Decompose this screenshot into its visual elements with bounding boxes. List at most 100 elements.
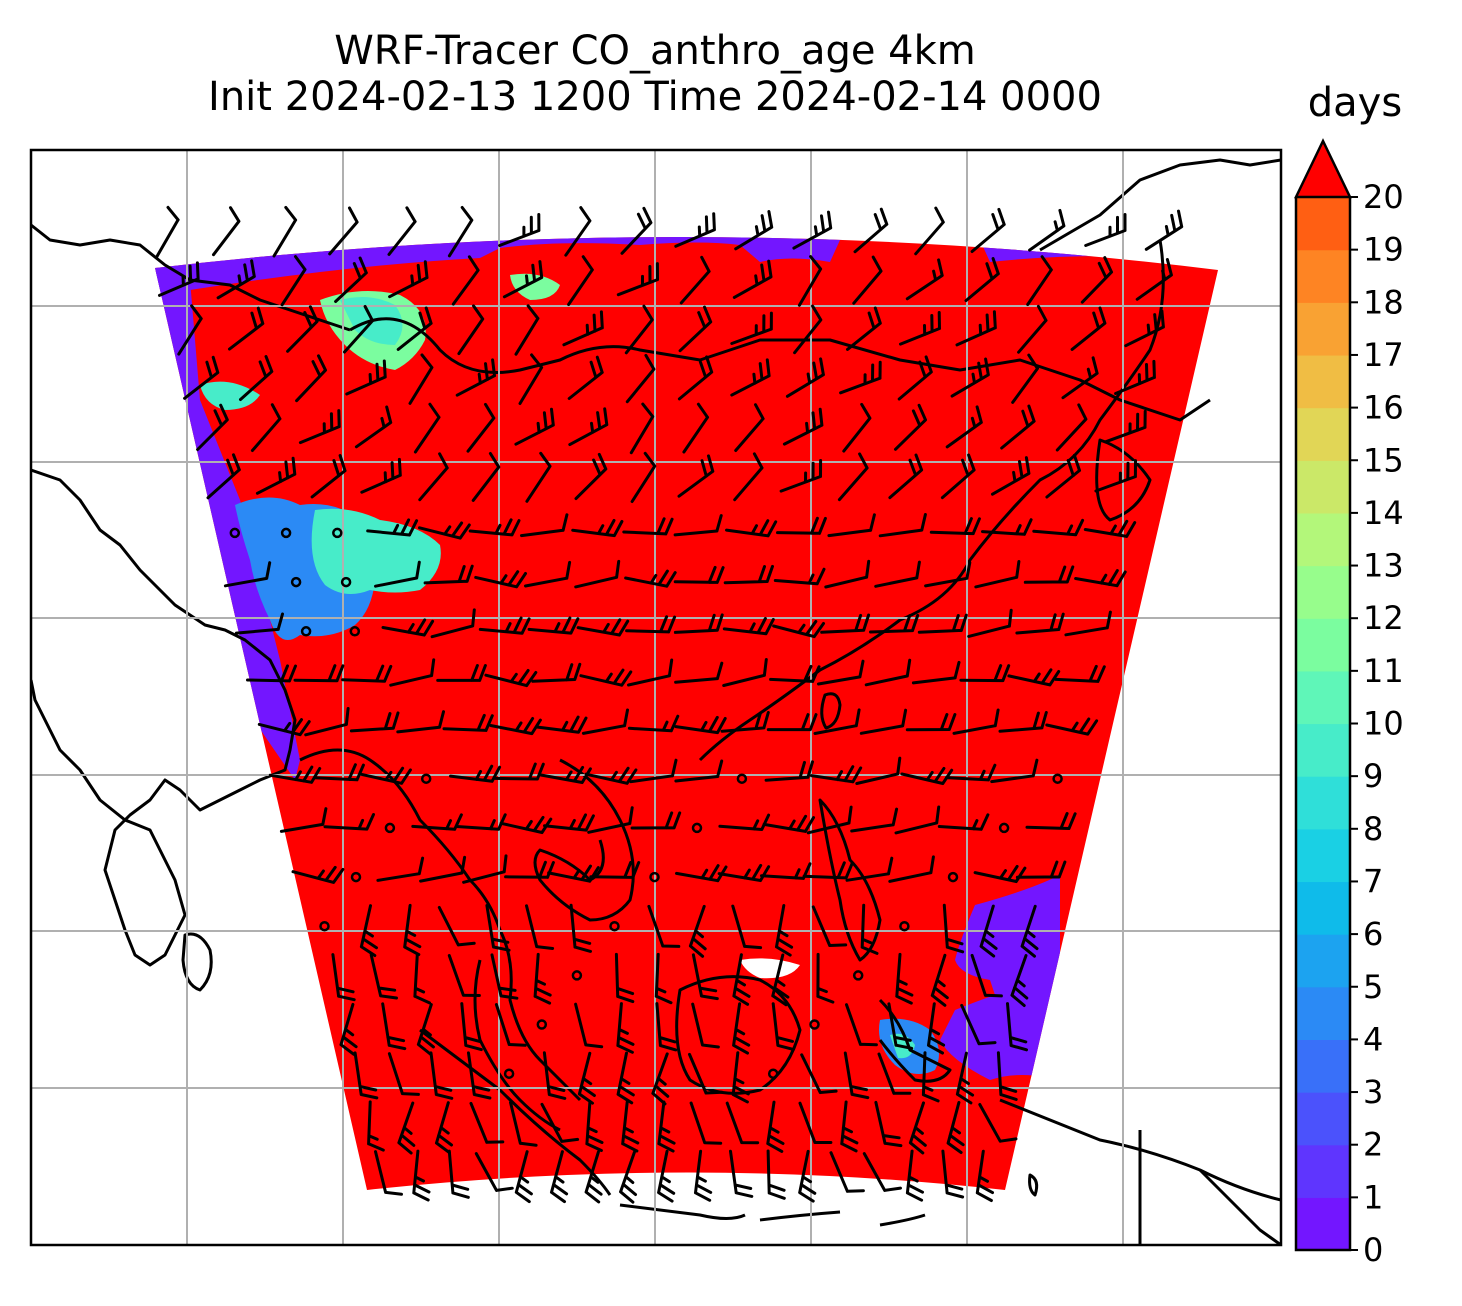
- calm-wind-circle: [350, 871, 362, 883]
- wind-barb: [837, 452, 869, 502]
- wind-barb: [451, 255, 480, 306]
- colorbar-tick-label: 17: [1363, 336, 1404, 374]
- wind-barb: [908, 1101, 927, 1155]
- wind-barb: [624, 304, 654, 355]
- wind-barb: [216, 259, 256, 300]
- colorbar-tick-label: 2: [1363, 1126, 1383, 1164]
- wind-barb: [304, 707, 350, 737]
- calm-wind-circle: [899, 920, 910, 932]
- wind-barb: [955, 1051, 975, 1105]
- wind-barb: [1028, 208, 1066, 252]
- wind-barb: [776, 516, 827, 535]
- wind-barb: [981, 518, 1033, 536]
- wind-barb: [408, 353, 434, 405]
- wind-barb: [654, 952, 673, 1005]
- wind-barb: [731, 1051, 750, 1104]
- wind-barb: [911, 660, 961, 685]
- wind-barb: [730, 358, 771, 397]
- wind-barb: [354, 405, 393, 449]
- wind-barbs: [155, 205, 1184, 1204]
- wind-barb: [183, 355, 220, 400]
- colorbar-tick-label: 7: [1363, 862, 1383, 900]
- wind-barb: [574, 452, 608, 501]
- calm-wind-circle: [280, 527, 292, 539]
- wind-barb: [577, 1051, 596, 1105]
- wind-barb: [585, 1100, 604, 1152]
- wind-barb: [206, 453, 241, 500]
- coastline-north-china: [1039, 158, 1281, 252]
- wind-barb: [359, 904, 378, 957]
- wind-barb: [878, 513, 927, 538]
- wind-barb: [657, 1149, 676, 1203]
- coastline-taiwan: [820, 692, 842, 730]
- wind-barb: [978, 1103, 1018, 1143]
- wind-barb: [1026, 255, 1053, 306]
- wind-barb: [630, 811, 682, 830]
- wind-barb: [155, 205, 180, 258]
- colorbar-tick-label: 4: [1363, 1020, 1383, 1058]
- coastline-china-interior: [349, 317, 1211, 422]
- wind-barb: [622, 517, 674, 536]
- wind-barb: [412, 1149, 431, 1202]
- wind-barb: [960, 1003, 997, 1046]
- wind-barb: [381, 1002, 407, 1051]
- wind-barb: [524, 560, 572, 588]
- wind-barb: [1045, 717, 1099, 736]
- wind-barb: [449, 764, 502, 783]
- calm-wind-circle: [998, 822, 1010, 834]
- wind-barb: [462, 854, 508, 884]
- wind-barb: [574, 1002, 604, 1049]
- tracer-age-field: [155, 236, 1218, 1190]
- wind-barb: [339, 1002, 358, 1056]
- wind-barb: [1064, 610, 1112, 637]
- calm-wind-circle: [809, 1019, 820, 1030]
- wind-barb: [655, 1002, 678, 1052]
- wind-barb: [418, 521, 471, 540]
- wind-barb: [366, 518, 419, 537]
- coastline-java: [619, 1203, 746, 1220]
- title-line-2: Init 2024-02-13 1200 Time 2024-02-14 000…: [208, 74, 1102, 120]
- wind-barb: [682, 402, 709, 454]
- colorbar-segment: [1296, 565, 1350, 619]
- wind-barb: [280, 255, 307, 307]
- wind-barb: [800, 1053, 838, 1094]
- wind-barb: [990, 758, 1039, 784]
- colorbar-segment: [1296, 1092, 1350, 1146]
- wind-barb: [584, 1150, 603, 1204]
- coastline-lesser-sunda: [759, 1210, 926, 1227]
- wind-barb: [673, 514, 723, 537]
- wind-barb: [457, 304, 485, 356]
- colorbar-tick-label: 3: [1363, 1073, 1383, 1111]
- colorbar-tick-label: 6: [1363, 915, 1383, 953]
- wind-barb: [484, 669, 538, 688]
- wind-barb: [527, 616, 580, 635]
- wind-barb: [504, 860, 555, 879]
- colorbar-segment: [1296, 249, 1350, 303]
- wind-barb: [850, 807, 899, 833]
- wind-barb: [447, 206, 474, 258]
- wind-barb: [518, 353, 544, 405]
- wind-barb: [816, 952, 835, 1004]
- wind-barb: [576, 618, 630, 637]
- wind-barb: [764, 760, 814, 782]
- coastline-sumatra: [419, 1028, 612, 1196]
- colorbar-segment: [1296, 302, 1350, 356]
- wind-barb: [455, 358, 496, 397]
- wind-barb: [813, 708, 861, 735]
- wind-barb: [447, 1149, 470, 1199]
- wind-barb: [779, 459, 823, 493]
- wind-barb: [520, 513, 569, 538]
- wind-barb: [562, 310, 604, 347]
- wind-barb: [367, 1100, 385, 1152]
- coastline-china-coast: [698, 239, 1165, 762]
- wind-barb: [158, 261, 200, 297]
- wind-barb: [722, 617, 775, 636]
- colorbar-segment: [1296, 670, 1350, 725]
- wind-barb: [824, 559, 871, 589]
- wind-barb: [674, 715, 727, 735]
- wind-barb: [579, 668, 633, 687]
- wind-barb: [547, 864, 600, 883]
- wind-barb: [514, 304, 540, 356]
- coastlines: [31, 158, 1281, 1245]
